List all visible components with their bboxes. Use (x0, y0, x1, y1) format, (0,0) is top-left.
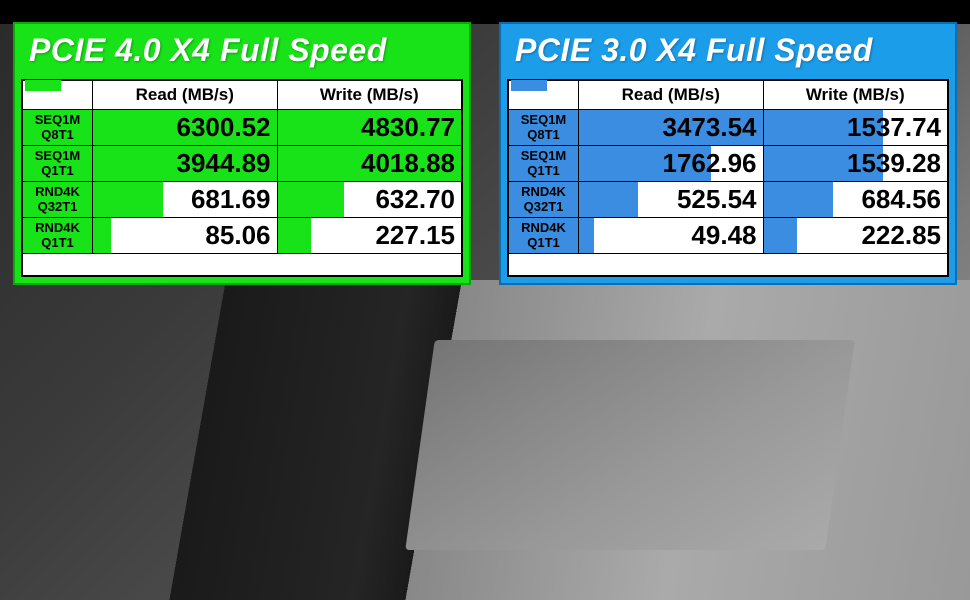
table-body: SEQ1MQ8T1 6300.52 4830.77 SEQ1MQ1T1 3944… (23, 110, 462, 276)
top-black-bar (0, 0, 970, 24)
col-read: Read (MB/s) (93, 81, 278, 110)
row-label: SEQ1MQ8T1 (23, 110, 93, 146)
write-cell: 1539.28 (763, 146, 948, 182)
table-row: SEQ1MQ8T1 6300.52 4830.77 (23, 110, 462, 146)
table-row: SEQ1MQ1T1 1762.96 1539.28 (509, 146, 948, 182)
read-cell: 525.54 (579, 182, 764, 218)
empty-row (23, 254, 462, 276)
write-cell: 222.85 (763, 218, 948, 254)
write-cell: 1537.74 (763, 110, 948, 146)
panel-title: PCIE 3.0 X4 Full Speed (507, 30, 949, 79)
write-cell: 632.70 (277, 182, 462, 218)
table-corner (23, 81, 93, 110)
table-row: RND4KQ1T1 85.06 227.15 (23, 218, 462, 254)
row-label: RND4KQ1T1 (509, 218, 579, 254)
benchmark-table-pcie3: Read (MB/s) Write (MB/s) SEQ1MQ8T1 3473.… (507, 79, 949, 277)
read-cell: 3944.89 (93, 146, 278, 182)
empty-row (509, 254, 948, 276)
panels-row: PCIE 4.0 X4 Full Speed Read (MB/s) Write… (10, 22, 960, 285)
row-label: RND4KQ1T1 (23, 218, 93, 254)
table-row: SEQ1MQ1T1 3944.89 4018.88 (23, 146, 462, 182)
row-label: SEQ1MQ1T1 (509, 146, 579, 182)
read-cell: 3473.54 (579, 110, 764, 146)
table-row: RND4KQ32T1 525.54 684.56 (509, 182, 948, 218)
write-cell: 227.15 (277, 218, 462, 254)
write-cell: 684.56 (763, 182, 948, 218)
row-label: SEQ1MQ8T1 (509, 110, 579, 146)
read-cell: 49.48 (579, 218, 764, 254)
table-body: SEQ1MQ8T1 3473.54 1537.74 SEQ1MQ1T1 1762… (509, 110, 948, 276)
panel-pcie4: PCIE 4.0 X4 Full Speed Read (MB/s) Write… (13, 22, 471, 285)
table-row: RND4KQ1T1 49.48 222.85 (509, 218, 948, 254)
benchmark-table-pcie4: Read (MB/s) Write (MB/s) SEQ1MQ8T1 6300.… (21, 79, 463, 277)
panel-pcie3: PCIE 3.0 X4 Full Speed Read (MB/s) Write… (499, 22, 957, 285)
col-write: Write (MB/s) (277, 81, 462, 110)
col-read: Read (MB/s) (579, 81, 764, 110)
read-cell: 85.06 (93, 218, 278, 254)
col-write: Write (MB/s) (763, 81, 948, 110)
read-cell: 6300.52 (93, 110, 278, 146)
table-corner (509, 81, 579, 110)
row-label: SEQ1MQ1T1 (23, 146, 93, 182)
row-label: RND4KQ32T1 (509, 182, 579, 218)
write-cell: 4830.77 (277, 110, 462, 146)
row-label: RND4KQ32T1 (23, 182, 93, 218)
panel-title: PCIE 4.0 X4 Full Speed (21, 30, 463, 79)
read-cell: 681.69 (93, 182, 278, 218)
write-cell: 4018.88 (277, 146, 462, 182)
read-cell: 1762.96 (579, 146, 764, 182)
table-row: SEQ1MQ8T1 3473.54 1537.74 (509, 110, 948, 146)
table-row: RND4KQ32T1 681.69 632.70 (23, 182, 462, 218)
